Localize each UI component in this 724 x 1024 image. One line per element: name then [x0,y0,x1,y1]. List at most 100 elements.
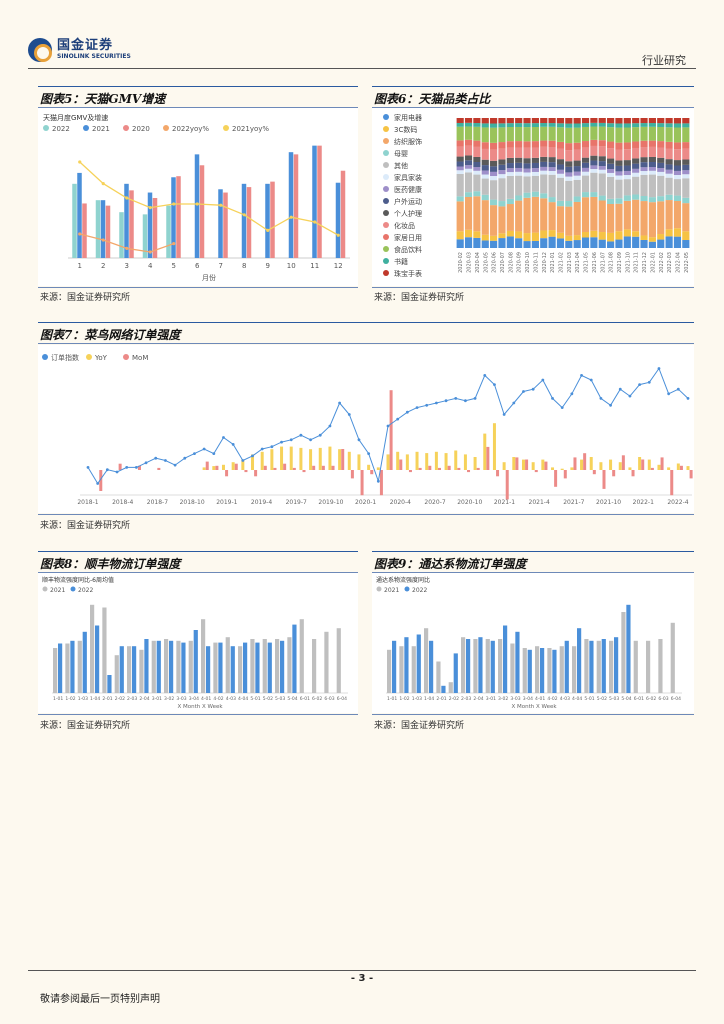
fig7-index-point [512,401,516,405]
fig6-stack-segment [648,140,656,147]
fig7-index-point [125,466,129,469]
fig6-stack-segment [581,192,590,198]
fig9-bar [498,639,503,693]
fig6-stack-segment [665,169,673,174]
fig7-legend-label: 订单指数 [51,353,79,362]
header-divider [28,68,696,69]
fig7-yoy-bar [531,462,535,470]
fig6-stack-segment [665,236,673,248]
fig5-bar [246,187,252,258]
fig5-line-point [101,238,105,242]
fig5-x-tick: 8 [242,262,246,270]
fig8-x-tick: 3-01 [152,696,162,702]
fig6-stack-segment [490,127,498,143]
fig9-bar [461,637,466,693]
fig6-stack-segment [565,235,573,241]
fig8-bar [132,646,137,693]
fig6-stack-segment [456,166,464,171]
fig6-stack-segment [490,205,498,236]
fig8-bar [90,604,95,693]
fig7-index-point [473,397,477,400]
fig8-bar [164,639,169,693]
fig7-legend-marker [123,354,129,360]
fig7-yoy-bar [338,449,342,470]
fig6-stack-segment [607,123,615,128]
fig8-chart: 顺丰物流强度同比-6周均值 2021 2022 1-01 1-02 1-03 1-04 2-0… [38,573,358,713]
fig7-x-tick: 2018-7 [147,499,168,506]
fig6-stack-segment [531,191,539,197]
fig6-stack-segment [657,157,665,163]
fig6-stack-segment [456,122,464,127]
fig6-stack-segment [523,172,531,177]
fig6-stack-segment [473,126,481,141]
fig7-yoy-bar [647,459,651,470]
fig7-index-point [280,440,283,444]
fig6-stack-segment [548,167,556,171]
fig6-stack-segment [598,140,606,147]
fig9-bar [392,640,397,693]
fig6-stack-segment [573,171,581,176]
fig7-mom-bar [505,470,509,500]
fig6-stack-segment [531,196,539,233]
fig6-stack-segment [598,169,606,174]
fig7-mom-bar [370,470,374,475]
fig6-stack-segment [598,173,606,196]
fig6-stack-segment [665,159,673,165]
fig7-mom-bar [331,465,335,470]
fig6-stack-segment [632,231,640,237]
fig7-mom-bar [379,470,383,496]
fig8-bar [287,637,292,693]
fig6-stack-segment [456,161,464,167]
fig6-stack-segment [556,118,565,124]
fig7-mom-bar [631,470,635,477]
fig7-index-point [202,447,206,451]
fig7-x-tick: 2021-1 [494,499,515,506]
fig6-stack-segment [640,162,648,168]
fig9-bar [601,639,606,693]
fig6-stack-segment [506,230,514,237]
fig6-stack-segment [540,123,548,127]
fig7-chart: 订单指数 YoY MoM 2018-1 2018-4 2018-7 2018-10 2019-… [38,345,694,513]
fig9-chart-title: 通达系物流强度同比 [376,576,430,584]
fig6-stack-segment [515,141,523,148]
fig6-stack-segment [682,142,690,149]
fig7-index-point [667,392,671,396]
fig7-mom-bar [554,470,558,487]
fig7-mom-bar [312,465,316,470]
fig6-stack-segment [640,157,648,163]
fig8-bar [102,607,107,693]
fig7-mom-bar [215,465,219,470]
fig6-chart: 家用电器 3C数码 纺织服饰 母婴 其他 家具家装 医药健康 户外运动 个人护理 化妆品 家居日用食… [372,108,694,286]
fig7-bottom-rule [38,514,694,515]
fig6-stack-segment [657,126,665,142]
fig8-bar [119,646,124,693]
fig6-legend-marker [383,198,389,204]
fig6-stack-segment [640,126,648,141]
fig8-x-tick: 5-01 [250,696,260,702]
fig6-stack-segment [657,147,665,158]
fig6-stack-segment [456,173,464,197]
fig8-bar [77,640,82,693]
logo-icon [28,38,52,62]
fig5-line-point [172,202,176,206]
fig7-mom-bar [544,461,548,470]
fig7-yoy-bar [386,454,390,470]
fig6-stack-segment [573,118,581,124]
fig6-stack-segment [623,175,631,180]
fig7-index-point [173,463,177,467]
fig9-bar [441,685,446,693]
fig8-x-tick: 6-01 [300,696,310,702]
fig7-yoy-bar [376,467,380,470]
fig6-stack-segment [515,231,523,239]
fig7-mom-bar [408,470,412,473]
fig8-source: 来源：国金证券研究所 [40,721,131,731]
fig8-bar [280,640,285,693]
fig6-x-tick: 2020-04 [475,252,481,273]
fig6-stack-segment [648,170,656,175]
fig6-x-tick: 2020-03 [467,252,473,273]
fig6-legend-marker [383,234,389,240]
fig5-top-rule [38,86,358,87]
fig6-stack-segment [640,167,648,172]
fig6-stack-segment [648,156,656,162]
fig7-index-point [193,452,196,455]
